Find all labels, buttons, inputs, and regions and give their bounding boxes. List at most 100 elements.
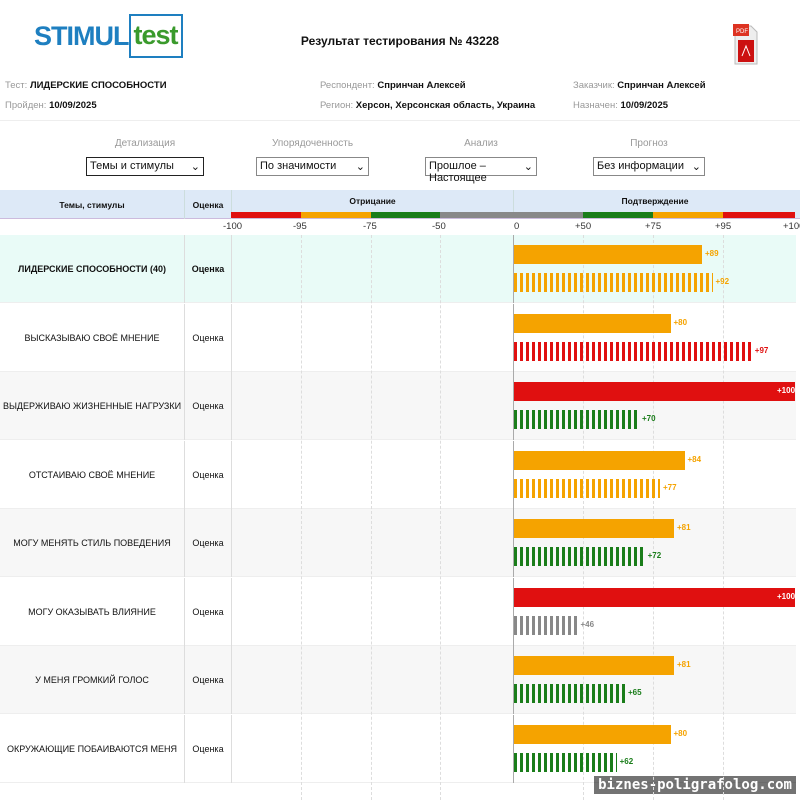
row-label: ОКРУЖАЮЩИЕ ПОБАИВАЮТСЯ МЕНЯ xyxy=(0,714,185,783)
solid-bar[interactable] xyxy=(514,587,795,607)
striped-bar-label: +65 xyxy=(628,688,642,697)
tick-label: +100 xyxy=(783,221,800,232)
negation-cell xyxy=(232,372,514,440)
svg-text:PDF: PDF xyxy=(736,29,748,35)
row-score[interactable]: Оценка xyxy=(185,372,232,440)
meta-passed: Пройден: 10/09/2025 xyxy=(5,100,97,111)
table-row[interactable]: МОГУ ОКАЗЫВАТЬ ВЛИЯНИЕ Оценка xyxy=(0,577,796,646)
row-label: ОТСТАИВАЮ СВОЁ МНЕНИЕ xyxy=(0,440,185,509)
striped-bar-label: +70 xyxy=(642,414,656,423)
scale-segment xyxy=(723,212,795,218)
tick-label: -95 xyxy=(293,221,307,232)
negation-cell xyxy=(232,440,514,509)
row-score[interactable]: Оценка xyxy=(185,509,232,577)
tick-label: 0 xyxy=(514,221,520,232)
grid-line xyxy=(301,235,302,800)
row-score[interactable]: Оценка xyxy=(185,303,232,372)
negation-cell xyxy=(232,577,514,646)
col-negation: Отрицание xyxy=(232,190,514,212)
meta-customer: Заказчик: Спринчан Алексей xyxy=(573,80,706,91)
striped-bar[interactable] xyxy=(514,273,713,292)
solid-bar-label: +100 xyxy=(777,591,796,601)
solid-bar-label: +80 xyxy=(673,728,688,738)
solid-bar-label: +81 xyxy=(677,660,691,669)
scale-segment xyxy=(583,212,653,218)
chevron-down-icon: ⌄ xyxy=(523,161,533,173)
negation-cell xyxy=(232,303,514,372)
tick-label: -100 xyxy=(223,221,243,232)
negation-cell xyxy=(232,714,514,783)
grid-line xyxy=(653,235,654,800)
striped-bar[interactable] xyxy=(514,410,639,429)
solid-bar[interactable] xyxy=(514,519,674,538)
solid-bar-label: +81 xyxy=(677,523,691,532)
tick-label: +50 xyxy=(575,221,592,232)
pdf-file-icon[interactable]: PDF xyxy=(733,22,759,66)
row-score[interactable]: Оценка xyxy=(185,714,232,783)
solid-bar[interactable] xyxy=(514,450,685,470)
striped-bar[interactable] xyxy=(514,478,660,498)
scale-segment xyxy=(231,212,301,218)
chevron-down-icon: ⌄ xyxy=(691,161,701,173)
table-row[interactable]: ОКРУЖАЮЩИЕ ПОБАИВАЮТСЯ МЕНЯ Оценка xyxy=(0,714,796,783)
scale-segment xyxy=(301,212,371,218)
divider xyxy=(0,120,800,121)
grid-line xyxy=(440,235,441,800)
detail-select[interactable]: Темы и стимулы ⌄ xyxy=(86,157,204,176)
meta-region: Регион: Херсон, Херсонская область, Укра… xyxy=(320,100,536,111)
row-score[interactable]: Оценка xyxy=(185,235,232,303)
chevron-down-icon: ⌄ xyxy=(355,161,365,173)
forecast-control: Прогноз Без информации ⌄ xyxy=(593,138,705,176)
solid-bar[interactable] xyxy=(514,656,674,675)
striped-bar[interactable] xyxy=(514,684,625,703)
striped-bar[interactable] xyxy=(514,341,752,361)
order-control: Упорядоченность По значимости ⌄ xyxy=(256,138,369,176)
meta-respondent: Респондент: Спринчан Алексей xyxy=(320,80,466,91)
scale-segment xyxy=(440,212,514,218)
analysis-control: Анализ Прошлое – Настоящее ⌄ xyxy=(425,138,537,184)
logo[interactable]: STIMUL test xyxy=(34,14,183,58)
table-row[interactable]: У МЕНЯ ГРОМКИЙ ГОЛОС Оценка xyxy=(0,646,796,714)
striped-bar[interactable] xyxy=(514,615,578,635)
chevron-down-icon: ⌄ xyxy=(190,161,200,173)
order-select[interactable]: По значимости ⌄ xyxy=(256,157,369,176)
row-label: МОГУ МЕНЯТЬ СТИЛЬ ПОВЕДЕНИЯ xyxy=(0,509,185,577)
table-row[interactable]: МОГУ МЕНЯТЬ СТИЛЬ ПОВЕДЕНИЯ Оценка xyxy=(0,509,796,577)
detail-control: Детализация Темы и стимулы ⌄ xyxy=(86,138,204,176)
grid-line xyxy=(583,235,584,800)
scale-segment xyxy=(514,212,583,218)
col-score[interactable]: Оценка xyxy=(185,190,232,219)
row-score[interactable]: Оценка xyxy=(185,577,232,646)
striped-bar[interactable] xyxy=(514,752,617,772)
solid-bar[interactable] xyxy=(514,724,671,744)
meta-assigned: Назначен: 10/09/2025 xyxy=(573,100,669,111)
solid-bar-label: +80 xyxy=(673,317,688,327)
row-label: ВЫДЕРЖИВАЮ ЖИЗНЕННЫЕ НАГРУЗКИ xyxy=(0,372,185,440)
tick-label: -50 xyxy=(432,221,446,232)
col-topics[interactable]: Темы, стимулы xyxy=(0,190,185,219)
row-score[interactable]: Оценка xyxy=(185,440,232,509)
row-label: МОГУ ОКАЗЫВАТЬ ВЛИЯНИЕ xyxy=(0,577,185,646)
row-score[interactable]: Оценка xyxy=(185,646,232,714)
solid-bar-label: +84 xyxy=(687,454,702,464)
striped-bar-label: +77 xyxy=(663,482,677,492)
solid-bar[interactable] xyxy=(514,245,702,264)
meta-test: Тест: ЛИДЕРСКИЕ СПОСОБНОСТИ xyxy=(5,80,167,91)
striped-bar-label: +46 xyxy=(580,619,595,629)
solid-bar-label: +100 xyxy=(777,386,796,395)
forecast-select[interactable]: Без информации ⌄ xyxy=(593,157,705,176)
striped-bar[interactable] xyxy=(514,547,645,566)
solid-bar[interactable] xyxy=(514,313,671,333)
solid-bar[interactable] xyxy=(514,382,795,401)
tick-label: +95 xyxy=(715,221,732,232)
row-label: У МЕНЯ ГРОМКИЙ ГОЛОС xyxy=(0,646,185,714)
tick-label: -75 xyxy=(363,221,377,232)
table-row[interactable]: ВЫСКАЗЫВАЮ СВОЁ МНЕНИЕ Оценка xyxy=(0,303,796,372)
analysis-select[interactable]: Прошлое – Настоящее ⌄ xyxy=(425,157,537,184)
grid-line xyxy=(723,235,724,800)
tick-label: +75 xyxy=(645,221,662,232)
grid-line xyxy=(371,235,372,800)
watermark: biznes-poligrafolog.com xyxy=(594,776,796,794)
striped-bar-label: +62 xyxy=(619,756,634,766)
row-label: ВЫСКАЗЫВАЮ СВОЁ МНЕНИЕ xyxy=(0,303,185,372)
